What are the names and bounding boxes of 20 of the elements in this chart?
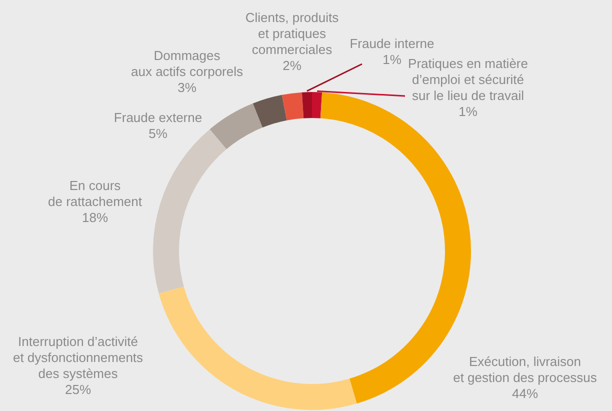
- slice-label: Fraude interne: [350, 36, 434, 51]
- data-label: 5%: [148, 126, 168, 141]
- slice-label: Interruption d’activité et dysfonctionnements des systèmes: [12, 334, 144, 381]
- donut-slice: [282, 92, 304, 120]
- data-label: 2%: [282, 58, 302, 73]
- donut-slice: [210, 103, 263, 150]
- slice-label: Exécution, livraison et gestion des processus: [453, 354, 598, 385]
- slice-label: Fraude externe: [114, 110, 202, 125]
- slice-label: Clients, produits et pratiques commerciales: [245, 10, 340, 57]
- data-label: 1%: [458, 104, 478, 119]
- donut-slice: [158, 286, 357, 410]
- data-label: 44%: [512, 386, 538, 401]
- slice-label: En cours de rattachement: [48, 178, 142, 209]
- slice-label: Dommages aux actifs corporels: [131, 48, 244, 79]
- data-label: 1%: [382, 52, 402, 67]
- donut-slice: [252, 94, 287, 128]
- data-label: 25%: [64, 382, 92, 397]
- slice-label: Pratiques en matière d’emploi et sécurité sur le lieu de travail: [408, 56, 528, 103]
- data-label: 3%: [178, 80, 197, 95]
- data-label: 18%: [82, 210, 108, 225]
